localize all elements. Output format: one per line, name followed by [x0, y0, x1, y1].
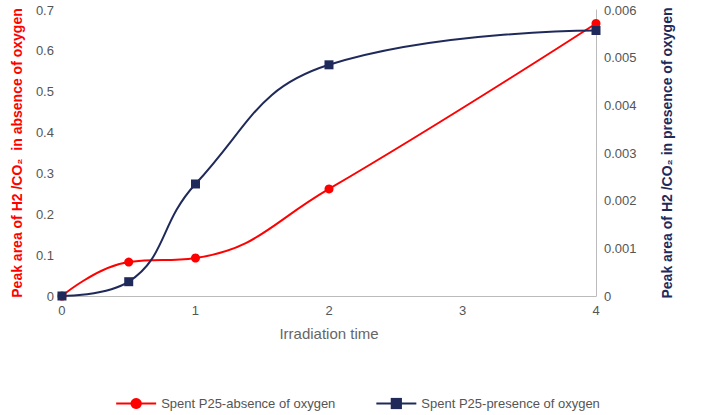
svg-text:0.005: 0.005 — [604, 50, 637, 65]
svg-text:Spent P25-presence of oxygen: Spent P25-presence of oxygen — [421, 396, 600, 411]
svg-text:0: 0 — [604, 289, 611, 304]
svg-text:0.001: 0.001 — [604, 241, 637, 256]
svg-text:Spent P25-absence of oxygen: Spent P25-absence of oxygen — [161, 396, 335, 411]
svg-text:2: 2 — [325, 303, 332, 318]
svg-text:Peak area of H2 /CO₂ in presen: Peak area of H2 /CO₂ in presence of oxyg… — [659, 8, 675, 299]
svg-text:0.4: 0.4 — [36, 125, 54, 140]
svg-text:0.2: 0.2 — [36, 207, 54, 222]
svg-text:0.002: 0.002 — [604, 193, 637, 208]
svg-text:0.004: 0.004 — [604, 98, 637, 113]
svg-text:0.006: 0.006 — [604, 3, 637, 18]
svg-text:0: 0 — [47, 289, 54, 304]
svg-text:3: 3 — [459, 303, 466, 318]
svg-text:1: 1 — [192, 303, 199, 318]
svg-text:0.1: 0.1 — [36, 248, 54, 263]
svg-text:0.6: 0.6 — [36, 43, 54, 58]
svg-text:Peak area of H2 /CO₂ in absen: Peak area of H2 /CO₂ in absence of oxyge… — [9, 8, 25, 297]
svg-text:Irradiation time: Irradiation time — [279, 325, 378, 342]
svg-text:0.5: 0.5 — [36, 84, 54, 99]
svg-text:0.3: 0.3 — [36, 166, 54, 181]
svg-text:0: 0 — [58, 303, 65, 318]
svg-text:4: 4 — [592, 303, 599, 318]
svg-text:0.7: 0.7 — [36, 3, 54, 18]
svg-text:0.003: 0.003 — [604, 146, 637, 161]
